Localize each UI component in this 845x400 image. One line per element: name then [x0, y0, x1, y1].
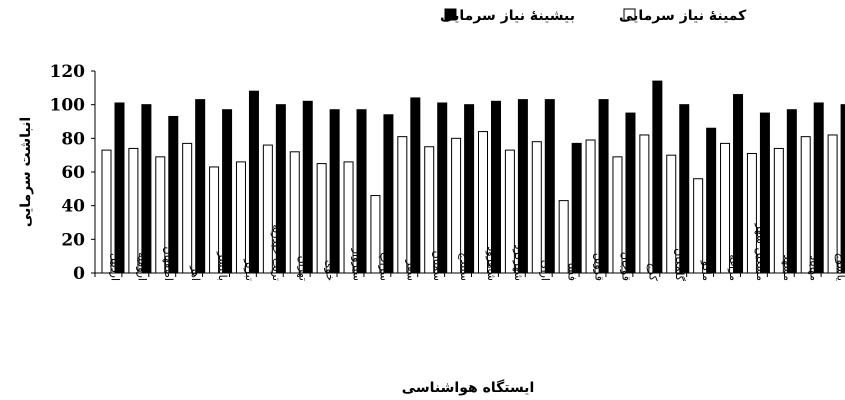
bar-max-chill — [411, 98, 420, 273]
category-label: تربت حیدریه — [270, 224, 283, 281]
bar-min-chill — [694, 179, 703, 273]
category-label: مهاباد — [808, 255, 821, 281]
category-label: سمنان — [431, 251, 444, 281]
category-label: مشهد — [781, 254, 794, 281]
bar-min-chill — [236, 162, 245, 273]
bar-max-chill — [653, 81, 662, 273]
y-tick-label: 0 — [73, 264, 85, 284]
bar-min-chill — [532, 142, 541, 273]
y-tick-label: 100 — [50, 96, 86, 116]
category-label: فسا — [566, 263, 579, 281]
bar-min-chill — [640, 135, 649, 273]
category-label: سراب — [377, 252, 390, 281]
legend-label-min: کمینۀ نیاز سرمایی — [619, 8, 747, 24]
bar-max-chill — [787, 110, 796, 273]
bar-max-chill — [330, 110, 339, 273]
bar-max-chill — [249, 91, 258, 273]
bars — [102, 81, 845, 273]
category-label: قزوین — [593, 253, 606, 281]
category-label: تهران — [297, 256, 310, 281]
bar-max-chill — [115, 103, 124, 273]
category-label: بابلسر — [216, 251, 229, 281]
category-label: ماکو — [700, 260, 713, 281]
y-tick-label: 60 — [61, 163, 85, 183]
bar-max-chill — [572, 143, 581, 273]
bar-max-chill — [599, 100, 608, 273]
y-axis-title: انباشت سرمایی — [18, 117, 34, 227]
bar-max-chill — [545, 100, 554, 273]
bar-max-chill — [142, 105, 151, 273]
category-label: کرج — [646, 263, 659, 282]
bar-max-chill — [303, 101, 312, 273]
category-label: تبریز — [243, 258, 256, 281]
y-tick-label: 120 — [50, 62, 86, 82]
category-label: گلمکان — [673, 248, 686, 282]
category-label: سقز — [404, 259, 417, 281]
category-label: اراک — [539, 260, 552, 281]
y-tick-label: 20 — [61, 230, 85, 250]
category-label: اصفهان — [162, 247, 175, 281]
legend-label-max: بیشینۀ نیاز سرمایی — [440, 8, 575, 24]
x-axis-title: ایستگاه هواشناسی — [402, 379, 535, 396]
category-label: مشگین شهر — [754, 223, 767, 281]
bar-max-chill — [196, 100, 205, 273]
bar-max-chill — [626, 113, 635, 273]
bar-max-chill — [384, 115, 393, 273]
bar-min-chill — [801, 137, 810, 273]
category-label: قوچان — [619, 252, 632, 281]
bar-max-chill — [814, 103, 823, 273]
bar-max-chill — [734, 95, 743, 273]
bar-max-chill — [707, 128, 716, 273]
category-label: خوی — [324, 260, 337, 281]
category-label: اردبیل — [108, 253, 121, 281]
category-label: شهرکرد — [512, 244, 525, 281]
category-label: سنندج — [458, 252, 471, 281]
bar-min-chill — [317, 164, 326, 273]
bar-max-chill — [223, 110, 232, 273]
category-label: سبزوار — [350, 248, 363, 281]
category-label: شاهرود — [485, 246, 498, 281]
legend: بیشینۀ نیاز سرمایی کمینۀ نیاز سرمایی — [440, 8, 747, 24]
bar-min-chill — [398, 137, 407, 273]
y-tick-label: 80 — [61, 129, 85, 149]
bar-min-chill — [183, 143, 192, 273]
category-label: ارومیه — [135, 252, 148, 281]
y-tick-label: 40 — [61, 197, 85, 217]
bar-max-chill — [465, 105, 474, 273]
category-label: یاسوج — [835, 253, 845, 281]
bar-max-chill — [841, 105, 845, 273]
category-label: مراغه — [727, 254, 740, 281]
category-label: اهر — [189, 265, 202, 281]
bar-max-chill — [438, 103, 447, 273]
